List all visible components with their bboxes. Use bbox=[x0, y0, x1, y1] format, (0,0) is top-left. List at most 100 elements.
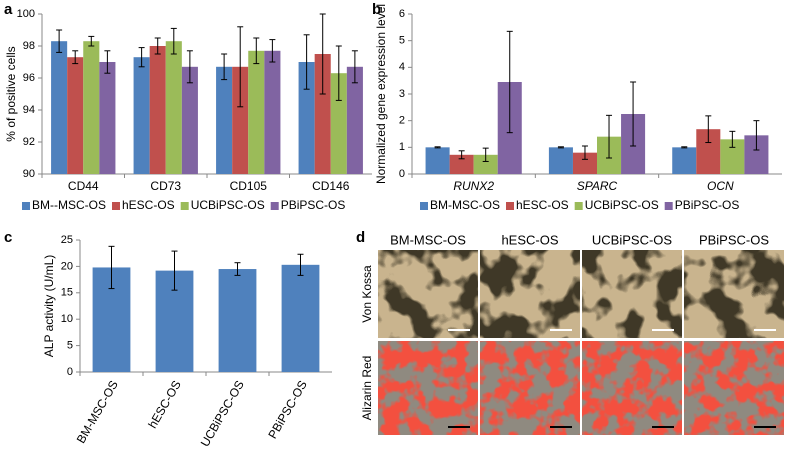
micrograph-stain bbox=[684, 341, 784, 435]
bar bbox=[572, 152, 597, 174]
x-tick-label: RUNX2 bbox=[453, 179, 494, 193]
error-bar bbox=[72, 50, 79, 65]
micrograph-stain bbox=[378, 341, 478, 435]
y-axis-label: % of positive cells bbox=[4, 46, 18, 141]
error-bar bbox=[506, 30, 513, 134]
bar bbox=[298, 62, 315, 174]
error-bar bbox=[88, 35, 95, 47]
error-bar bbox=[581, 145, 588, 160]
legend-swatch bbox=[270, 202, 279, 210]
row-label: Von Kossa bbox=[360, 265, 374, 323]
bar bbox=[99, 62, 116, 174]
legend-swatch bbox=[420, 202, 428, 210]
y-tick-label: 1 bbox=[399, 141, 405, 153]
legend-label: UCBiPSC-OS bbox=[585, 198, 659, 212]
error-bar bbox=[458, 150, 465, 160]
x-tick-label: CD146 bbox=[312, 179, 350, 193]
legend-label: UCBiPSC-OS bbox=[191, 198, 265, 212]
legend-swatch bbox=[180, 202, 189, 210]
legend-label: hESC-OS bbox=[516, 198, 569, 212]
bar bbox=[218, 269, 257, 372]
x-tick-label: UCBiPSC-OS bbox=[198, 378, 247, 449]
panel-letter: b bbox=[372, 1, 381, 18]
bar bbox=[232, 66, 249, 174]
bar bbox=[181, 66, 198, 174]
y-tick-label: 5 bbox=[399, 35, 405, 47]
error-bar bbox=[138, 47, 145, 68]
error-bar bbox=[335, 45, 342, 101]
bar bbox=[133, 57, 150, 175]
micrograph-stain bbox=[684, 250, 784, 338]
y-tick-label: 92 bbox=[23, 136, 35, 148]
bar bbox=[83, 41, 100, 175]
y-tick-label: 0 bbox=[67, 366, 73, 378]
column-header: BM-MSC-OS bbox=[390, 232, 466, 247]
bar bbox=[165, 41, 182, 175]
error-bar bbox=[557, 146, 564, 149]
row-label: Alizarin Red bbox=[360, 356, 374, 421]
bar bbox=[281, 264, 320, 372]
error-bar bbox=[171, 250, 178, 291]
x-tick-label: hESC-OS bbox=[145, 378, 183, 431]
error-bar bbox=[154, 37, 161, 55]
error-bar bbox=[253, 37, 260, 65]
legend-swatch bbox=[664, 202, 673, 210]
x-tick-label: CD73 bbox=[150, 179, 181, 193]
error-bar bbox=[606, 114, 613, 159]
error-bar bbox=[434, 146, 441, 149]
y-tick-label: 20 bbox=[61, 260, 73, 272]
bar bbox=[425, 147, 450, 174]
x-tick-label: CD105 bbox=[230, 179, 268, 193]
column-header: hESC-OS bbox=[501, 232, 558, 247]
y-tick-label: 90 bbox=[23, 168, 35, 180]
legend-swatch bbox=[506, 202, 514, 210]
x-tick-label: OCN bbox=[707, 179, 734, 193]
error-bar bbox=[482, 147, 489, 162]
legend-swatch bbox=[22, 202, 30, 210]
y-axis-label: Normalized gene expression level bbox=[374, 4, 388, 184]
error-bar bbox=[186, 50, 193, 84]
bar bbox=[330, 73, 347, 174]
error-bar bbox=[753, 120, 760, 151]
error-bar bbox=[108, 245, 115, 290]
error-bar bbox=[729, 130, 736, 148]
bar bbox=[672, 147, 697, 174]
legend-label: PBiPSC-OS bbox=[675, 198, 740, 212]
error-bar bbox=[303, 34, 310, 90]
error-bar bbox=[630, 81, 637, 147]
error-bar bbox=[351, 50, 358, 84]
legend-swatch bbox=[574, 202, 583, 210]
y-tick-label: 15 bbox=[61, 287, 73, 299]
x-tick-label: CD44 bbox=[68, 179, 99, 193]
micrograph-stain bbox=[582, 341, 682, 435]
panel-letter: a bbox=[4, 1, 13, 18]
y-tick-label: 2 bbox=[399, 115, 405, 127]
legend-label: PBiPSC-OS bbox=[281, 198, 346, 212]
error-bar bbox=[297, 253, 304, 276]
bar bbox=[149, 46, 166, 174]
micrograph-stain bbox=[378, 250, 478, 338]
bar bbox=[548, 147, 573, 174]
legend-label: BM-MSC-OS bbox=[430, 198, 500, 212]
micrograph-stain bbox=[582, 250, 682, 338]
error-bar bbox=[104, 50, 111, 74]
bar bbox=[346, 66, 363, 174]
x-tick-label: SPARC bbox=[577, 179, 618, 193]
panel-letter: c bbox=[4, 229, 12, 246]
y-tick-label: 4 bbox=[399, 61, 405, 73]
error-bar bbox=[56, 29, 63, 53]
y-tick-label: 25 bbox=[61, 234, 73, 246]
error-bar bbox=[269, 39, 276, 63]
bar bbox=[67, 57, 84, 175]
bar bbox=[51, 41, 68, 175]
column-header: PBiPSC-OS bbox=[699, 232, 769, 247]
legend-label: hESC-OS bbox=[122, 198, 175, 212]
error-bar bbox=[170, 27, 177, 55]
y-axis-label: ALP activity (U/mL) bbox=[42, 255, 56, 357]
micrograph-stain bbox=[480, 341, 580, 435]
y-tick-label: 5 bbox=[67, 340, 73, 352]
y-tick-label: 10 bbox=[61, 313, 73, 325]
x-tick-label: PBiPSC-OS bbox=[265, 378, 309, 441]
column-header: UCBiPSC-OS bbox=[592, 232, 673, 247]
